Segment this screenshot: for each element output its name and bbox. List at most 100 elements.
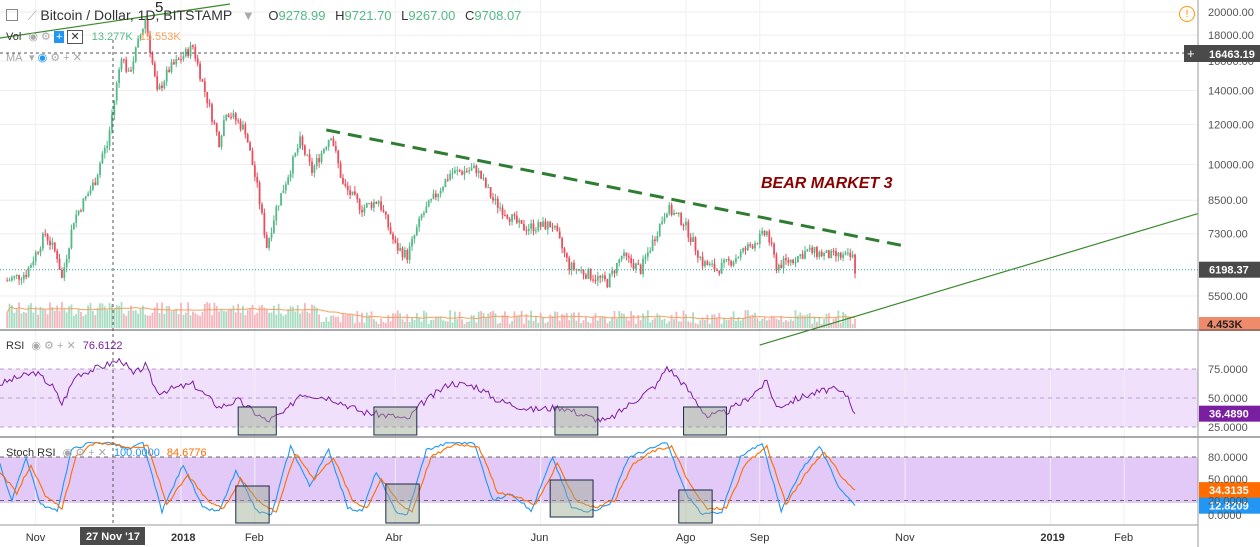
- crosshair-price-tag: [1199, 45, 1260, 62]
- candle-body: [146, 19, 149, 35]
- candle-body: [99, 163, 101, 176]
- volume-bar: [663, 318, 666, 328]
- volume-bar: [220, 308, 223, 328]
- candle-body: [22, 275, 25, 280]
- candle-body: [403, 249, 406, 258]
- ma-eye-icon[interactable]: ◉: [37, 52, 48, 64]
- candle-body: [720, 262, 723, 274]
- volume-bar: [720, 323, 723, 328]
- candle-body: [608, 273, 611, 288]
- candle-body: [94, 182, 97, 186]
- candle-body: [496, 198, 499, 208]
- candle-body: [742, 248, 744, 252]
- candle-body: [242, 124, 244, 130]
- candle-body: [473, 165, 475, 169]
- volume-bar: [87, 305, 90, 328]
- volume-bar: [189, 315, 192, 328]
- volume-bar: [432, 319, 435, 328]
- crosshair-date-label: 27 Nov '17: [86, 531, 140, 543]
- ma-settings-icon[interactable]: ⚙ + ✕: [50, 52, 82, 64]
- volume-bar: [311, 304, 313, 328]
- volume-bar: [256, 312, 259, 328]
- volume-bar: [456, 319, 459, 328]
- price-tick-label: 8500.00: [1208, 195, 1248, 207]
- candle-body: [375, 201, 378, 204]
- volume-bar: [846, 316, 849, 328]
- volume-bar: [22, 312, 25, 328]
- candle-body: [111, 114, 113, 131]
- volume-bar: [358, 322, 361, 328]
- volume-bar: [306, 311, 309, 328]
- volume-bar: [573, 312, 575, 328]
- volume-bar: [589, 323, 592, 328]
- volume-bar: [375, 321, 378, 328]
- candle-body: [172, 62, 175, 65]
- candle-body: [461, 171, 463, 175]
- candle-body: [542, 221, 544, 227]
- volume-bar: [532, 320, 535, 328]
- volume-bar: [330, 315, 332, 328]
- candle-body: [39, 248, 42, 253]
- ma-label: MA: [6, 52, 22, 64]
- candle-body: [761, 230, 764, 234]
- volume-bar: [201, 311, 204, 328]
- volume-bar: [823, 319, 825, 328]
- volume-bar: [168, 306, 171, 328]
- volume-last-tag: [1199, 317, 1260, 331]
- candle-body: [487, 187, 490, 189]
- candle-body: [165, 69, 168, 82]
- high-value: 9721.70: [344, 8, 392, 23]
- chart-type-icon[interactable]: ⟋: [27, 8, 37, 23]
- candle-body: [561, 238, 563, 249]
- volume-bar: [487, 313, 490, 328]
- candle-body: [218, 132, 221, 147]
- vol-add-icon[interactable]: +: [53, 31, 65, 43]
- vol-ma-value: 15.553K: [139, 31, 181, 43]
- vol-eye-icon[interactable]: ◉ ⚙: [28, 31, 51, 43]
- volume-bar: [427, 323, 430, 328]
- candle-body: [699, 256, 702, 258]
- candle-body: [825, 250, 828, 253]
- candle-body: [211, 104, 213, 122]
- symbol-dropdown-icon[interactable]: ▼: [241, 8, 255, 23]
- candle-body: [46, 234, 49, 241]
- volume-bar: [454, 311, 456, 328]
- candle-body: [237, 120, 240, 122]
- volume-bar: [284, 314, 287, 328]
- volume-bar: [406, 314, 409, 328]
- price-tick-label: 12000.00: [1208, 119, 1254, 131]
- alert-icon[interactable]: !: [1179, 6, 1195, 22]
- ma-dropdown-icon[interactable]: ▾: [28, 52, 35, 64]
- plus-icon[interactable]: [1184, 45, 1199, 62]
- volume-bar: [725, 319, 728, 328]
- volume-bar: [203, 303, 206, 328]
- volume-bar: [368, 315, 371, 328]
- candle-body: [766, 231, 768, 236]
- candle-body: [377, 201, 380, 204]
- volume-bar: [596, 320, 599, 328]
- vol-close-icon[interactable]: ✕: [67, 30, 83, 44]
- candle-body: [106, 145, 109, 148]
- volume-bar: [106, 310, 109, 328]
- volume-bar: [542, 317, 544, 328]
- candle-body: [101, 153, 104, 164]
- candle-body: [58, 259, 61, 270]
- candle-body: [780, 264, 783, 269]
- time-tick-label: Jun: [531, 532, 549, 544]
- candle-body: [430, 198, 432, 201]
- volume-bar: [194, 312, 197, 328]
- volume-bar: [206, 302, 209, 328]
- candle-body: [770, 242, 773, 244]
- candle-body: [344, 183, 347, 186]
- rsi-settings-icon[interactable]: ◉ ⚙ + ✕: [31, 340, 76, 352]
- volume-bar: [704, 319, 706, 328]
- crosshair-date-tag: [80, 527, 145, 545]
- collapse-icon[interactable]: [6, 9, 18, 21]
- volume-bar: [299, 313, 301, 328]
- stoch-settings-icon[interactable]: ◉ ⚙ + ✕: [62, 447, 107, 459]
- volume-bar: [587, 321, 590, 328]
- volume-bar: [458, 311, 461, 328]
- candle-body: [775, 254, 778, 271]
- volume-bar: [539, 312, 542, 328]
